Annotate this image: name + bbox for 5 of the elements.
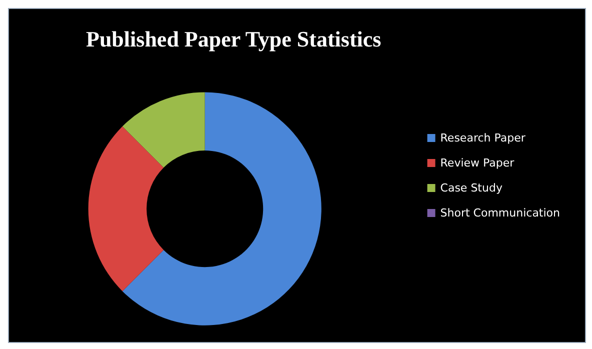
legend-label: Case Study — [440, 182, 503, 194]
legend-label: Research Paper — [440, 132, 526, 144]
legend-label: Review Paper — [440, 156, 515, 170]
chart-title: Published Paper Type Statistics — [86, 26, 382, 52]
legend-label: Short Communication — [440, 206, 560, 220]
